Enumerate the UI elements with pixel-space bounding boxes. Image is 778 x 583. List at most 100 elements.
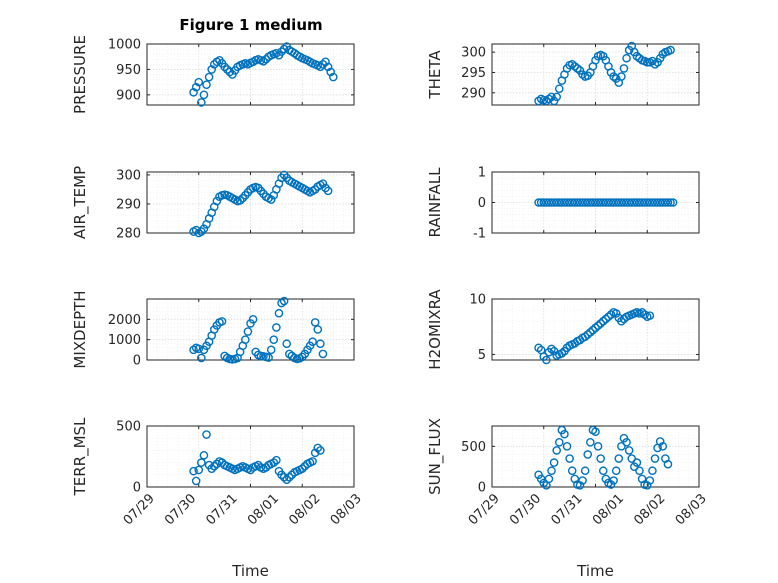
pressure-point	[204, 72, 214, 82]
mixdepth-ytick-label: 0	[133, 354, 141, 369]
air-temp-point	[199, 224, 209, 233]
rainfall-ylabel: RAINFALL	[426, 167, 444, 238]
pressure-ytick-label: 900	[116, 88, 141, 103]
h2omixra-point	[606, 310, 616, 319]
sun-flux-point	[596, 454, 605, 463]
sun-flux-point	[655, 437, 665, 446]
h2omixra-point	[596, 319, 605, 328]
rainfall-point	[668, 198, 678, 207]
sun-flux-xlabel: Time	[576, 562, 614, 580]
terr-msl-point	[313, 443, 323, 453]
mixdepth-point	[272, 323, 281, 332]
pressure-point	[189, 87, 198, 97]
mixdepth-point	[308, 337, 317, 347]
rainfall-point	[666, 198, 675, 207]
sun-flux-point	[632, 458, 642, 467]
theta-point	[622, 53, 631, 63]
sun-flux-point	[645, 476, 655, 485]
sun-flux-xtick-label: 07/29	[466, 491, 503, 528]
h2omixra-point	[617, 316, 626, 326]
pressure-point	[279, 44, 289, 54]
terr-msl-xtick-label: 07/29	[121, 491, 158, 528]
h2omixra-point	[611, 309, 621, 318]
sun-flux-point	[575, 481, 585, 490]
mixdepth-point	[316, 339, 325, 349]
theta-axes: 290 295 300 THETA	[426, 41, 700, 106]
pressure-ytick-label: 950	[116, 63, 141, 78]
h2omixra-point	[583, 330, 593, 339]
terr-msl-point	[297, 464, 307, 474]
terr-msl-point	[202, 430, 211, 439]
terr-msl-point	[310, 448, 320, 458]
theta-ytick-label: 290	[461, 86, 486, 101]
rainfall-point	[663, 198, 673, 207]
mixdepth-ytick-label: 2000	[108, 313, 141, 328]
terr-msl-xlabel: Time	[231, 562, 269, 580]
h2omixra-point	[586, 327, 595, 337]
sun-flux-point	[648, 466, 657, 476]
sun-flux-point	[658, 442, 668, 451]
sun-flux-axes: 0 500 07/29 07/30 07/31 08/01 08/02 08/03 SUN_FL…	[426, 418, 710, 580]
pressure-point	[199, 90, 209, 100]
mixdepth-point	[217, 317, 227, 326]
terr-msl-point	[197, 458, 206, 467]
mixdepth-point	[194, 344, 204, 354]
h2omixra-point	[542, 355, 551, 365]
mixdepth-point	[318, 349, 328, 359]
sun-flux-point	[622, 437, 631, 447]
sun-flux-point	[663, 459, 673, 469]
sun-flux-ytick-label: 0	[478, 481, 486, 496]
sun-flux-point	[552, 446, 561, 455]
h2omixra-axes: 5 10 H2OMIXRA	[426, 289, 700, 370]
mixdepth-point	[313, 325, 323, 334]
h2omixra-point	[593, 321, 603, 330]
mixdepth-point	[274, 308, 284, 318]
sun-flux-ylabel: SUN_FLUX	[426, 418, 445, 495]
air-temp-ytick-label: 280	[116, 227, 141, 242]
theta-point	[632, 51, 642, 61]
air-temp-point	[318, 179, 328, 188]
h2omixra-point	[640, 310, 649, 319]
terr-msl-point	[285, 472, 294, 482]
pressure-point	[272, 48, 281, 58]
mixdepth-ytick-label: 1000	[108, 333, 141, 348]
sun-flux-point	[578, 476, 587, 485]
sun-flux-xtick-label: 08/03	[673, 491, 710, 528]
h2omixra-point	[557, 349, 567, 358]
terr-msl-point	[189, 466, 198, 476]
mixdepth-point	[241, 335, 250, 344]
pressure-point	[207, 65, 216, 74]
h2omixra-point	[580, 332, 590, 342]
mixdepth-point	[189, 345, 198, 355]
h2omixra-point	[591, 323, 600, 333]
rainfall-ytick-label: -1	[473, 227, 486, 242]
theta-point	[552, 92, 561, 102]
terr-msl-point	[316, 446, 325, 455]
sun-flux-point	[539, 478, 549, 488]
mixdepth-point	[310, 318, 320, 327]
pressure-point	[318, 60, 328, 69]
sun-flux-point	[580, 466, 590, 476]
terr-msl-xtick-label: 08/03	[328, 491, 365, 528]
sun-flux-point	[593, 442, 603, 451]
sun-flux-point	[635, 466, 644, 476]
sun-flux-point	[547, 466, 556, 476]
terr-msl-point	[269, 458, 279, 467]
theta-point	[619, 64, 629, 73]
terr-msl-ylabel: TERR_MSL	[71, 417, 90, 496]
h2omixra-point	[645, 311, 655, 320]
sun-flux-xtick-label: 08/01	[590, 491, 627, 528]
terr-msl-point	[272, 455, 281, 465]
pressure-point	[321, 57, 330, 67]
sun-flux-point	[554, 437, 564, 447]
sun-flux-point	[565, 454, 574, 463]
pressure-point	[197, 98, 206, 107]
h2omixra-point	[534, 343, 543, 353]
sun-flux-point	[560, 429, 569, 439]
sun-flux-xtick-label: 08/02	[631, 491, 668, 528]
theta-point	[570, 62, 580, 71]
air-temp-ylabel: AIR_TEMP	[71, 166, 90, 239]
terr-msl-point	[191, 476, 201, 486]
theta-point	[642, 58, 652, 67]
